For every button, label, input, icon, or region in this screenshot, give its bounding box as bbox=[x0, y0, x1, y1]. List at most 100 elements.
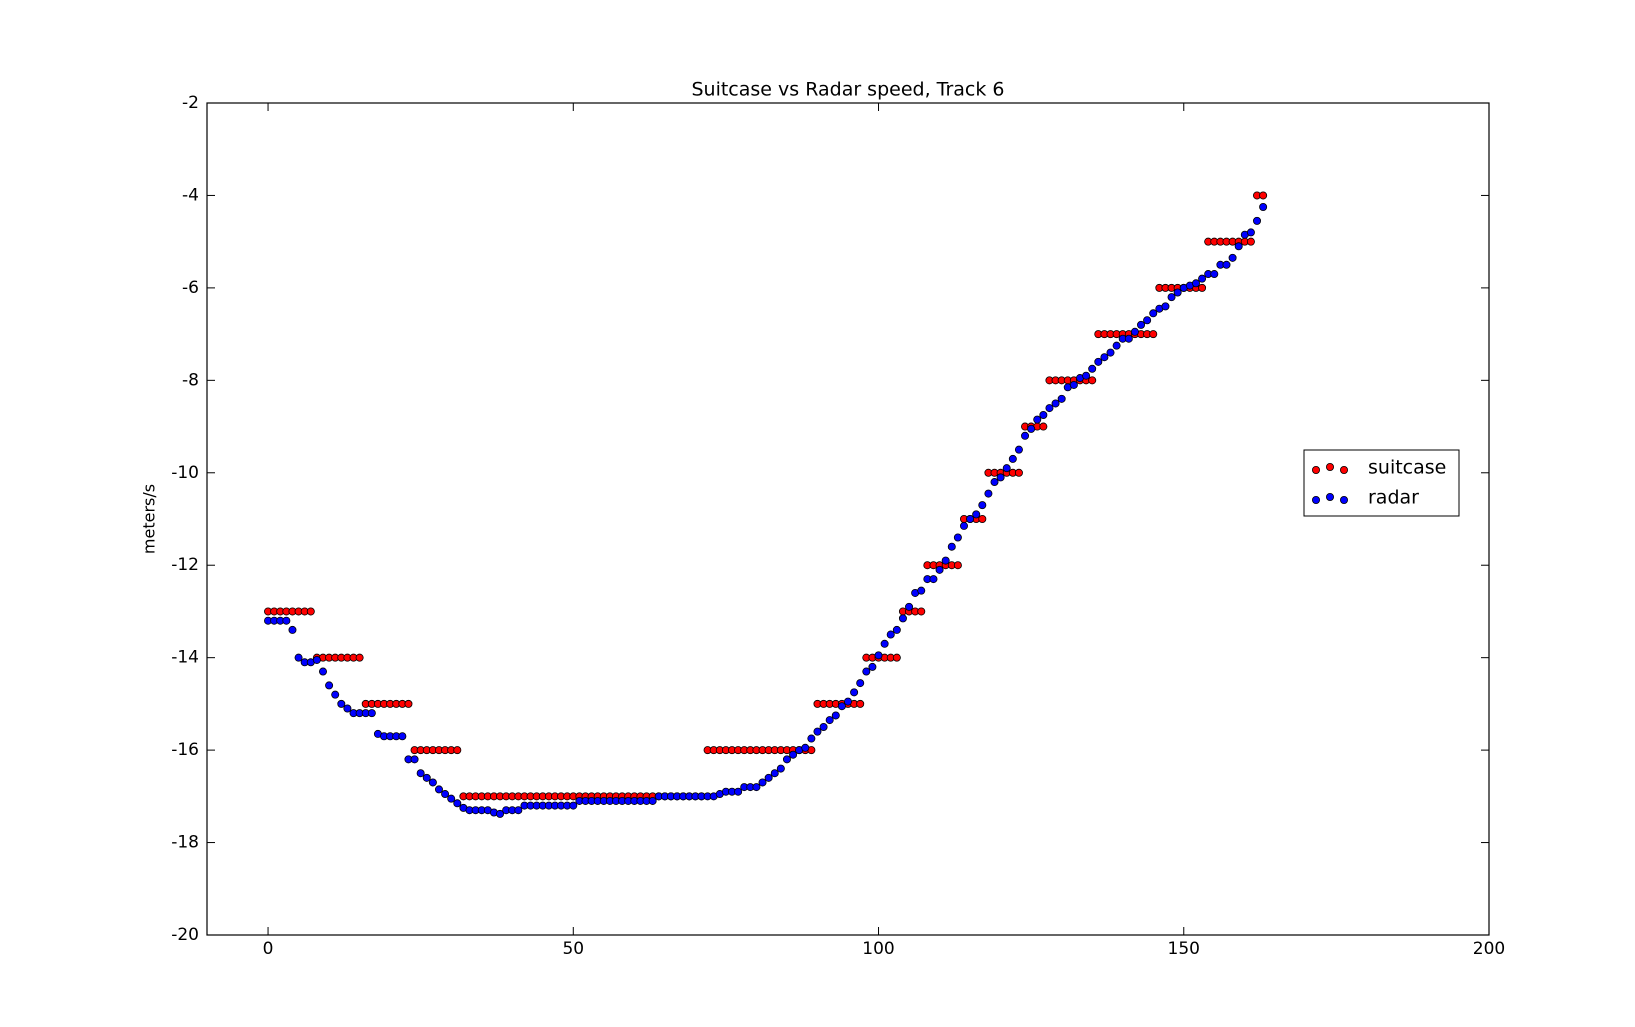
y-tick-label: -20 bbox=[171, 925, 199, 945]
point bbox=[416, 769, 425, 778]
point bbox=[1149, 309, 1158, 318]
point bbox=[917, 586, 926, 595]
point bbox=[959, 521, 968, 530]
point bbox=[831, 711, 840, 720]
point bbox=[1149, 330, 1158, 339]
point bbox=[990, 478, 999, 487]
point bbox=[1259, 191, 1268, 200]
point bbox=[1094, 357, 1103, 366]
point bbox=[1045, 404, 1054, 413]
point bbox=[892, 625, 901, 634]
point bbox=[844, 697, 853, 706]
point bbox=[331, 690, 340, 699]
point bbox=[1057, 394, 1066, 403]
point bbox=[1173, 288, 1182, 297]
legend-label: radar bbox=[1368, 487, 1419, 509]
point bbox=[410, 755, 419, 764]
point bbox=[1130, 327, 1139, 336]
point bbox=[880, 639, 889, 648]
point bbox=[282, 616, 291, 625]
point bbox=[789, 750, 798, 759]
point bbox=[953, 533, 962, 542]
legend-marker bbox=[1340, 495, 1349, 504]
point bbox=[917, 607, 926, 616]
point bbox=[1014, 468, 1023, 477]
point bbox=[1088, 376, 1097, 385]
point bbox=[1082, 371, 1091, 380]
point bbox=[312, 655, 321, 664]
legend-marker bbox=[1340, 465, 1349, 474]
point bbox=[1253, 216, 1262, 225]
point bbox=[1191, 279, 1200, 288]
point bbox=[434, 785, 443, 794]
point bbox=[453, 799, 462, 808]
point bbox=[782, 755, 791, 764]
point bbox=[325, 681, 334, 690]
legend-marker bbox=[1326, 492, 1335, 501]
point bbox=[514, 806, 523, 815]
point bbox=[648, 796, 657, 805]
point bbox=[1167, 293, 1176, 302]
point bbox=[1088, 364, 1097, 373]
y-tick-label: -14 bbox=[171, 648, 199, 668]
point bbox=[929, 575, 938, 584]
y-tick-label: -18 bbox=[171, 833, 199, 853]
point bbox=[306, 607, 315, 616]
point bbox=[355, 653, 364, 662]
point bbox=[978, 515, 987, 524]
point bbox=[984, 489, 993, 498]
point bbox=[1100, 353, 1109, 362]
point bbox=[807, 734, 816, 743]
point bbox=[569, 801, 578, 810]
point bbox=[856, 699, 865, 708]
point bbox=[288, 625, 297, 634]
point bbox=[1246, 228, 1255, 237]
point bbox=[1027, 424, 1036, 433]
point bbox=[1246, 237, 1255, 246]
point bbox=[404, 699, 413, 708]
x-tick-label: 150 bbox=[1168, 939, 1200, 959]
point bbox=[1112, 341, 1121, 350]
y-tick-label: -2 bbox=[182, 93, 199, 113]
legend-marker bbox=[1312, 465, 1321, 474]
point bbox=[972, 510, 981, 519]
y-tick-label: -6 bbox=[182, 278, 199, 298]
legend-box bbox=[1303, 449, 1460, 517]
point bbox=[343, 704, 352, 713]
point bbox=[886, 630, 895, 639]
point bbox=[935, 565, 944, 574]
point bbox=[1051, 399, 1060, 408]
point bbox=[337, 699, 346, 708]
point bbox=[1143, 316, 1152, 325]
point bbox=[770, 769, 779, 778]
point bbox=[905, 602, 914, 611]
point bbox=[752, 783, 761, 792]
x-tick-label: 0 bbox=[263, 939, 274, 959]
point bbox=[850, 688, 859, 697]
legend-marker bbox=[1312, 495, 1321, 504]
point bbox=[367, 709, 376, 718]
point bbox=[996, 473, 1005, 482]
point bbox=[1259, 202, 1268, 211]
legend-marker bbox=[1326, 462, 1335, 471]
point bbox=[398, 732, 407, 741]
point bbox=[856, 679, 865, 688]
point bbox=[1069, 380, 1078, 389]
point bbox=[776, 764, 785, 773]
point bbox=[422, 773, 431, 782]
point bbox=[294, 653, 303, 662]
point bbox=[758, 778, 767, 787]
point bbox=[1039, 410, 1048, 419]
point bbox=[953, 561, 962, 570]
y-tick-label: -16 bbox=[171, 740, 199, 760]
point bbox=[941, 556, 950, 565]
point bbox=[966, 515, 975, 524]
point bbox=[825, 716, 834, 725]
point bbox=[947, 542, 956, 551]
point bbox=[819, 723, 828, 732]
point bbox=[1161, 302, 1170, 311]
point bbox=[1124, 334, 1133, 343]
point bbox=[441, 790, 450, 799]
point bbox=[764, 773, 773, 782]
